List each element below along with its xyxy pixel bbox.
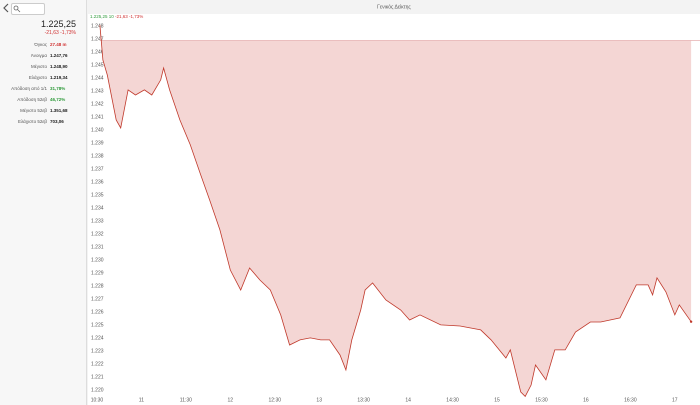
y-tick-label: 1.239 bbox=[91, 140, 104, 146]
x-tick-label: 15 bbox=[494, 397, 500, 403]
stat-value: 1.247,76 bbox=[50, 53, 68, 58]
x-tick-label: 14 bbox=[405, 397, 411, 403]
stat-row: Μέγιστο 1.248,90 bbox=[0, 64, 86, 73]
y-tick-label: 1.244 bbox=[91, 75, 104, 81]
stat-value: 1.248,90 bbox=[50, 64, 68, 69]
stat-label: Απόδοση 52εβ bbox=[17, 97, 47, 102]
price-line bbox=[99, 24, 692, 398]
chart: Γενικός Δείκτης 1.225,25 10 -21,63 -1,73… bbox=[88, 3, 700, 405]
search-box[interactable] bbox=[11, 3, 45, 15]
y-tick-label: 1.233 bbox=[91, 218, 104, 224]
y-tick-label: 1.247 bbox=[91, 36, 104, 42]
y-tick-label: 1.228 bbox=[91, 283, 104, 289]
y-tick-label: 1.222 bbox=[91, 361, 104, 367]
y-tick-label: 1.238 bbox=[91, 153, 104, 159]
price-change: -21,63 -1,73% bbox=[44, 30, 76, 36]
stat-row: Όγκος 27.48 m bbox=[0, 42, 86, 51]
y-tick-label: 1.246 bbox=[91, 49, 104, 55]
header-change: -21,63 -1,73% bbox=[115, 14, 143, 19]
stat-value: 46,72% bbox=[50, 97, 66, 102]
stat-label: Μέγιστο 52εβ bbox=[20, 108, 47, 113]
y-tick-label: 1.242 bbox=[91, 101, 104, 107]
price: 1.225,25 bbox=[40, 19, 76, 29]
x-tick-label: 13 bbox=[316, 397, 322, 403]
x-tick-label: 12 bbox=[228, 397, 234, 403]
y-tick-label: 1.231 bbox=[91, 244, 104, 250]
stat-row: Απόδοση από 1/1 31,78% bbox=[0, 86, 86, 95]
stat-value: 703,06 bbox=[50, 119, 64, 124]
y-tick-label: 1.236 bbox=[91, 179, 104, 185]
x-tick-label: 12:30 bbox=[269, 397, 282, 403]
y-tick-label: 1.243 bbox=[91, 88, 104, 94]
stat-value: 31,78% bbox=[50, 86, 66, 91]
stat-label: Ελάχιστο 52εβ bbox=[18, 119, 47, 124]
x-tick-label: 11:30 bbox=[180, 397, 192, 403]
x-tick-label: 14:30 bbox=[446, 397, 459, 403]
area-fill bbox=[99, 24, 692, 397]
y-tick-label: 1.226 bbox=[91, 309, 104, 315]
stat-value: 1.219,34 bbox=[50, 75, 68, 80]
y-tick-label: 1.245 bbox=[91, 62, 104, 68]
stat-label: Ελάχιστο bbox=[28, 75, 47, 80]
y-tick-label: 1.230 bbox=[91, 257, 104, 263]
y-tick-label: 1.223 bbox=[91, 348, 104, 354]
x-tick-label: 16 bbox=[583, 397, 589, 403]
stat-row: Ελάχιστο 52εβ 703,06 bbox=[0, 119, 86, 128]
back-button[interactable] bbox=[2, 2, 10, 14]
y-tick-label: 1.237 bbox=[91, 166, 104, 172]
y-tick-label: 1.248 bbox=[91, 23, 104, 29]
stat-row: Άνοιγμα 1.247,76 bbox=[0, 53, 86, 62]
y-tick-label: 1.225 bbox=[91, 322, 104, 328]
x-tick-label: 10:30 bbox=[91, 397, 104, 403]
header-price: 1.225,25 10 bbox=[90, 14, 114, 19]
stat-label: Άνοιγμα bbox=[30, 53, 47, 58]
x-tick-label: 11 bbox=[139, 397, 144, 403]
x-tick-label: 15:30 bbox=[535, 397, 548, 403]
y-tick-label: 1.234 bbox=[91, 205, 104, 211]
stat-row: Ελάχιστο 1.219,34 bbox=[0, 75, 86, 84]
chart-title: Γενικός Δείκτης bbox=[377, 3, 411, 10]
stat-label: Όγκος bbox=[34, 42, 47, 47]
search-icon bbox=[13, 5, 21, 13]
stat-label: Μέγιστο bbox=[31, 64, 47, 69]
stat-value: 1.351,68 bbox=[50, 108, 68, 113]
y-tick-label: 1.232 bbox=[91, 231, 104, 237]
y-tick-label: 1.235 bbox=[91, 192, 104, 198]
sidebar: 1.225,25 -21,63 -1,73% Όγκος 27.48 m Άνοιγ… bbox=[0, 0, 87, 405]
y-tick-label: 1.229 bbox=[91, 270, 104, 276]
y-tick-label: 1.224 bbox=[91, 335, 104, 341]
stat-row: Μέγιστο 52εβ 1.351,68 bbox=[0, 108, 86, 117]
y-tick-label: 1.240 bbox=[91, 127, 104, 133]
stat-value: 27.48 m bbox=[50, 42, 67, 47]
x-tick-label: 16:30 bbox=[624, 397, 637, 403]
y-tick-label: 1.221 bbox=[91, 374, 104, 380]
stat-row: Απόδοση 52εβ 46,72% bbox=[0, 97, 86, 106]
y-tick-label: 1.220 bbox=[91, 387, 104, 393]
last-point bbox=[689, 320, 693, 323]
y-tick-label: 1.241 bbox=[91, 114, 104, 120]
x-tick-label: 17 bbox=[672, 397, 678, 403]
x-tick-label: 13:30 bbox=[357, 397, 370, 403]
y-tick-label: 1.227 bbox=[91, 296, 104, 302]
stat-label: Απόδοση από 1/1 bbox=[11, 86, 47, 91]
